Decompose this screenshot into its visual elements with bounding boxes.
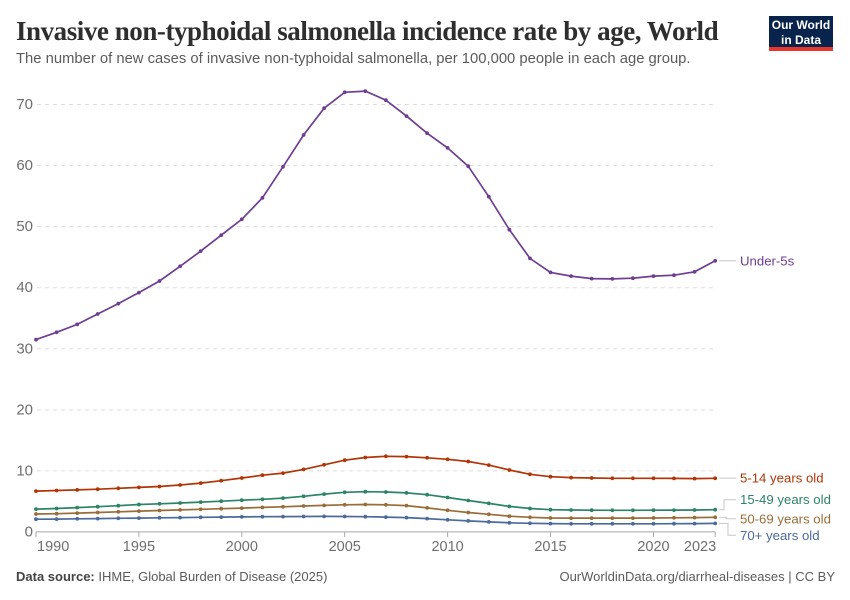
- svg-text:1995: 1995: [123, 539, 155, 555]
- svg-text:30: 30: [16, 340, 33, 357]
- svg-text:2015: 2015: [534, 539, 566, 555]
- svg-text:0: 0: [25, 524, 33, 541]
- svg-text:70: 70: [16, 96, 33, 113]
- svg-text:2010: 2010: [431, 539, 463, 555]
- svg-text:1990: 1990: [37, 539, 69, 555]
- svg-text:Under-5s: Under-5s: [740, 253, 795, 268]
- svg-text:50: 50: [16, 218, 33, 235]
- svg-text:15-49 years old: 15-49 years old: [740, 492, 831, 507]
- svg-text:20: 20: [16, 401, 33, 418]
- svg-text:50-69 years old: 50-69 years old: [740, 511, 831, 526]
- svg-text:2000: 2000: [226, 539, 258, 555]
- svg-text:2023: 2023: [684, 539, 716, 555]
- svg-text:5-14 years old: 5-14 years old: [740, 471, 824, 486]
- svg-text:70+ years old: 70+ years old: [740, 528, 820, 543]
- svg-text:40: 40: [16, 279, 33, 296]
- svg-text:60: 60: [16, 157, 33, 174]
- svg-text:10: 10: [16, 462, 33, 479]
- svg-text:2020: 2020: [637, 539, 669, 555]
- svg-text:2005: 2005: [329, 539, 361, 555]
